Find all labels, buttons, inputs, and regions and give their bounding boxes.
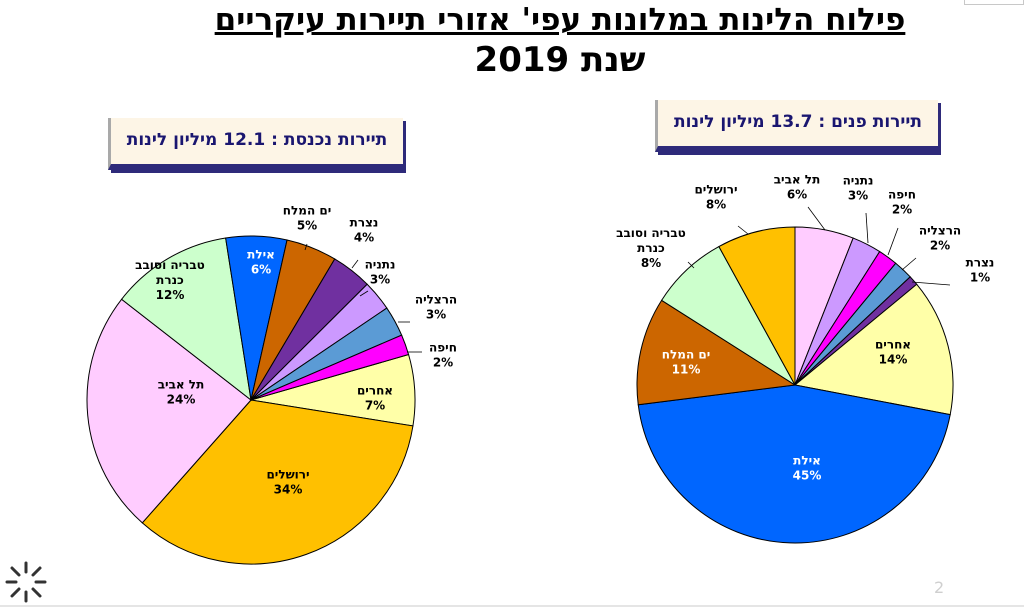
slice-name-label: נצרת (350, 216, 379, 230)
slice-percent-label: 34% (274, 483, 303, 497)
slice-percent-label: 3% (848, 189, 868, 203)
leader-line (807, 206, 826, 231)
slice-name-label: הרצליה (919, 224, 961, 238)
pie-slice (637, 384, 951, 544)
slice-name-label: חיפה (429, 341, 457, 355)
slice-percent-label: 2% (892, 203, 912, 217)
slice-percent-label: 3% (426, 308, 446, 322)
slice-percent-label: 8% (706, 198, 726, 212)
slice-percent-label: 5% (297, 219, 317, 233)
slice-percent-label: 24% (167, 393, 196, 407)
slice-name-label: ירושלים (694, 183, 737, 197)
pie-slice (793, 283, 954, 416)
slice-name-label: ים המלח (662, 348, 711, 362)
pie-slice (250, 334, 410, 401)
leader-line (304, 243, 308, 251)
page-subtitle: שנת 2019 (474, 40, 646, 80)
slice-percent-label: 4% (354, 231, 374, 245)
slice-name-label: אחרים (357, 384, 393, 398)
slice-name-label: הרצליה (415, 293, 457, 307)
slice-name-label: כנרת (637, 241, 665, 255)
leader-line (911, 281, 951, 286)
pie-slice (636, 299, 797, 406)
leader-line (359, 290, 369, 297)
slice-name-label: אחרים (875, 338, 911, 352)
slice-name-label: טבריה וסובב (135, 258, 205, 272)
leader-line (351, 259, 359, 269)
slice-name-label: ירושלים (266, 468, 309, 482)
slice-percent-label: 45% (793, 469, 822, 483)
footer-divider (0, 605, 1024, 607)
slice-percent-label: 6% (251, 263, 271, 277)
slice-name-label: נתניה (843, 174, 874, 188)
slice-percent-label: 14% (879, 353, 908, 367)
slice-percent-label: 3% (370, 273, 390, 287)
leader-line (737, 225, 749, 235)
leader-line (901, 257, 917, 271)
slice-name-label: טבריה וסובב (616, 226, 686, 240)
pie-slice (141, 399, 414, 565)
slice-percent-label: 1% (970, 271, 990, 285)
slice-percent-label: 11% (672, 363, 701, 377)
slice-name-label: תל אביב (774, 173, 821, 187)
slice-percent-label: 12% (156, 288, 185, 302)
slice-name-label: כנרת (156, 273, 184, 287)
slice-name-label: אילת (793, 454, 821, 468)
slice-name-label: נתניה (365, 258, 396, 272)
pie-slice (718, 226, 796, 386)
slice-percent-label: 8% (641, 256, 661, 270)
slice-percent-label: 2% (930, 239, 950, 253)
leader-line (865, 212, 869, 244)
page-title: פילוח הלינות במלונות עפי' אזורי תיירות ע… (214, 2, 906, 38)
logo-icon (5, 561, 47, 603)
page-number: 2 (934, 578, 945, 597)
slice-percent-label: 6% (787, 188, 807, 202)
slice-name-label: אילת (247, 248, 275, 262)
domestic-chart-title: תיירות פנים : 13.7 מיליון לינות (655, 100, 938, 152)
inbound-chart-title: תיירות נכנסת : 12.1 מיליון לינות (108, 118, 403, 170)
slice-name-label: חיפה (888, 188, 916, 202)
slice-name-label: ים המלח (283, 204, 332, 218)
leader-line (887, 227, 899, 256)
slice-percent-label: 7% (365, 399, 385, 413)
slice-name-label: נצרת (966, 256, 995, 270)
slice-percent-label: 2% (433, 356, 453, 370)
leader-line (687, 261, 695, 269)
pie-slice (120, 237, 252, 402)
slice-name-label: תל אביב (158, 378, 205, 392)
pie-slice (86, 298, 252, 524)
